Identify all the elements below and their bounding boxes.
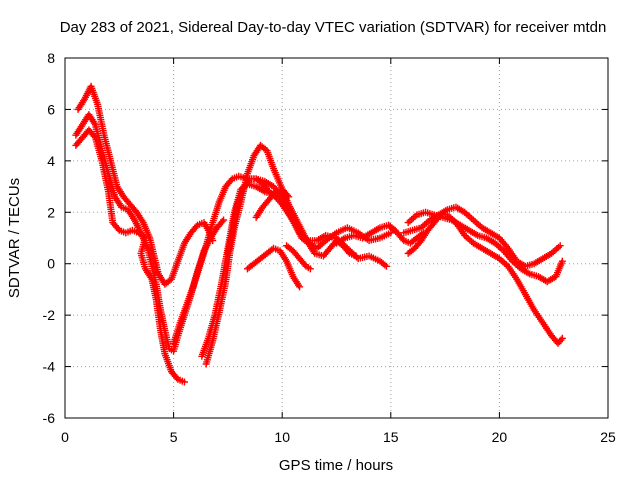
data-point-marker <box>390 225 398 233</box>
series-arc-10 <box>283 242 314 273</box>
series-arc-9 <box>243 244 304 291</box>
series-arc-11 <box>404 211 566 347</box>
data-point-marker <box>381 261 389 269</box>
data-point-marker <box>391 226 399 234</box>
x-tick-label: 25 <box>600 429 616 445</box>
data-point-marker <box>180 378 188 386</box>
x-axis-label: GPS time / hours <box>279 457 393 474</box>
y-tick-label: 8 <box>47 50 55 66</box>
plot-frame <box>64 57 609 419</box>
x-tick-label: 0 <box>61 429 69 445</box>
y-tick-label: -2 <box>43 307 56 323</box>
chart-title: Day 283 of 2021, Sidereal Day-to-day VTE… <box>60 19 607 36</box>
data-point-marker <box>352 252 360 260</box>
series-arc-13 <box>400 203 564 270</box>
data-point-marker <box>218 218 226 226</box>
data-point-marker <box>220 216 228 224</box>
data-point-marker <box>90 132 98 140</box>
data-point-marker <box>419 229 427 237</box>
data-point-marker <box>296 283 304 291</box>
x-tick-label: 20 <box>492 429 508 445</box>
y-tick-label: 6 <box>47 101 55 117</box>
y-tick-label: -4 <box>43 359 56 375</box>
data-point-marker <box>558 257 566 265</box>
y-tick-label: 0 <box>47 256 55 272</box>
x-tick-label: 5 <box>170 429 178 445</box>
data-point-marker <box>418 230 426 238</box>
y-tick-label: -6 <box>43 410 56 426</box>
x-tick-label: 15 <box>383 429 399 445</box>
series-arc-15 <box>333 221 399 247</box>
data-point-marker <box>382 262 390 270</box>
data-point-marker <box>306 265 314 273</box>
series-arc-3 <box>72 126 188 386</box>
y-tick-label: 4 <box>47 153 55 169</box>
data-points <box>72 82 566 386</box>
data-point-marker <box>285 193 293 201</box>
series-arc-1 <box>74 82 217 288</box>
data-point-marker <box>556 242 564 250</box>
series-arc-8 <box>252 185 293 221</box>
data-point-marker <box>558 334 566 342</box>
series-arc-6 <box>202 141 360 368</box>
y-axis-label: SDTVAR / TECUs <box>6 178 23 298</box>
x-tick-label: 10 <box>274 429 290 445</box>
data-point-marker <box>283 191 291 199</box>
y-tick-label: 2 <box>47 204 55 220</box>
